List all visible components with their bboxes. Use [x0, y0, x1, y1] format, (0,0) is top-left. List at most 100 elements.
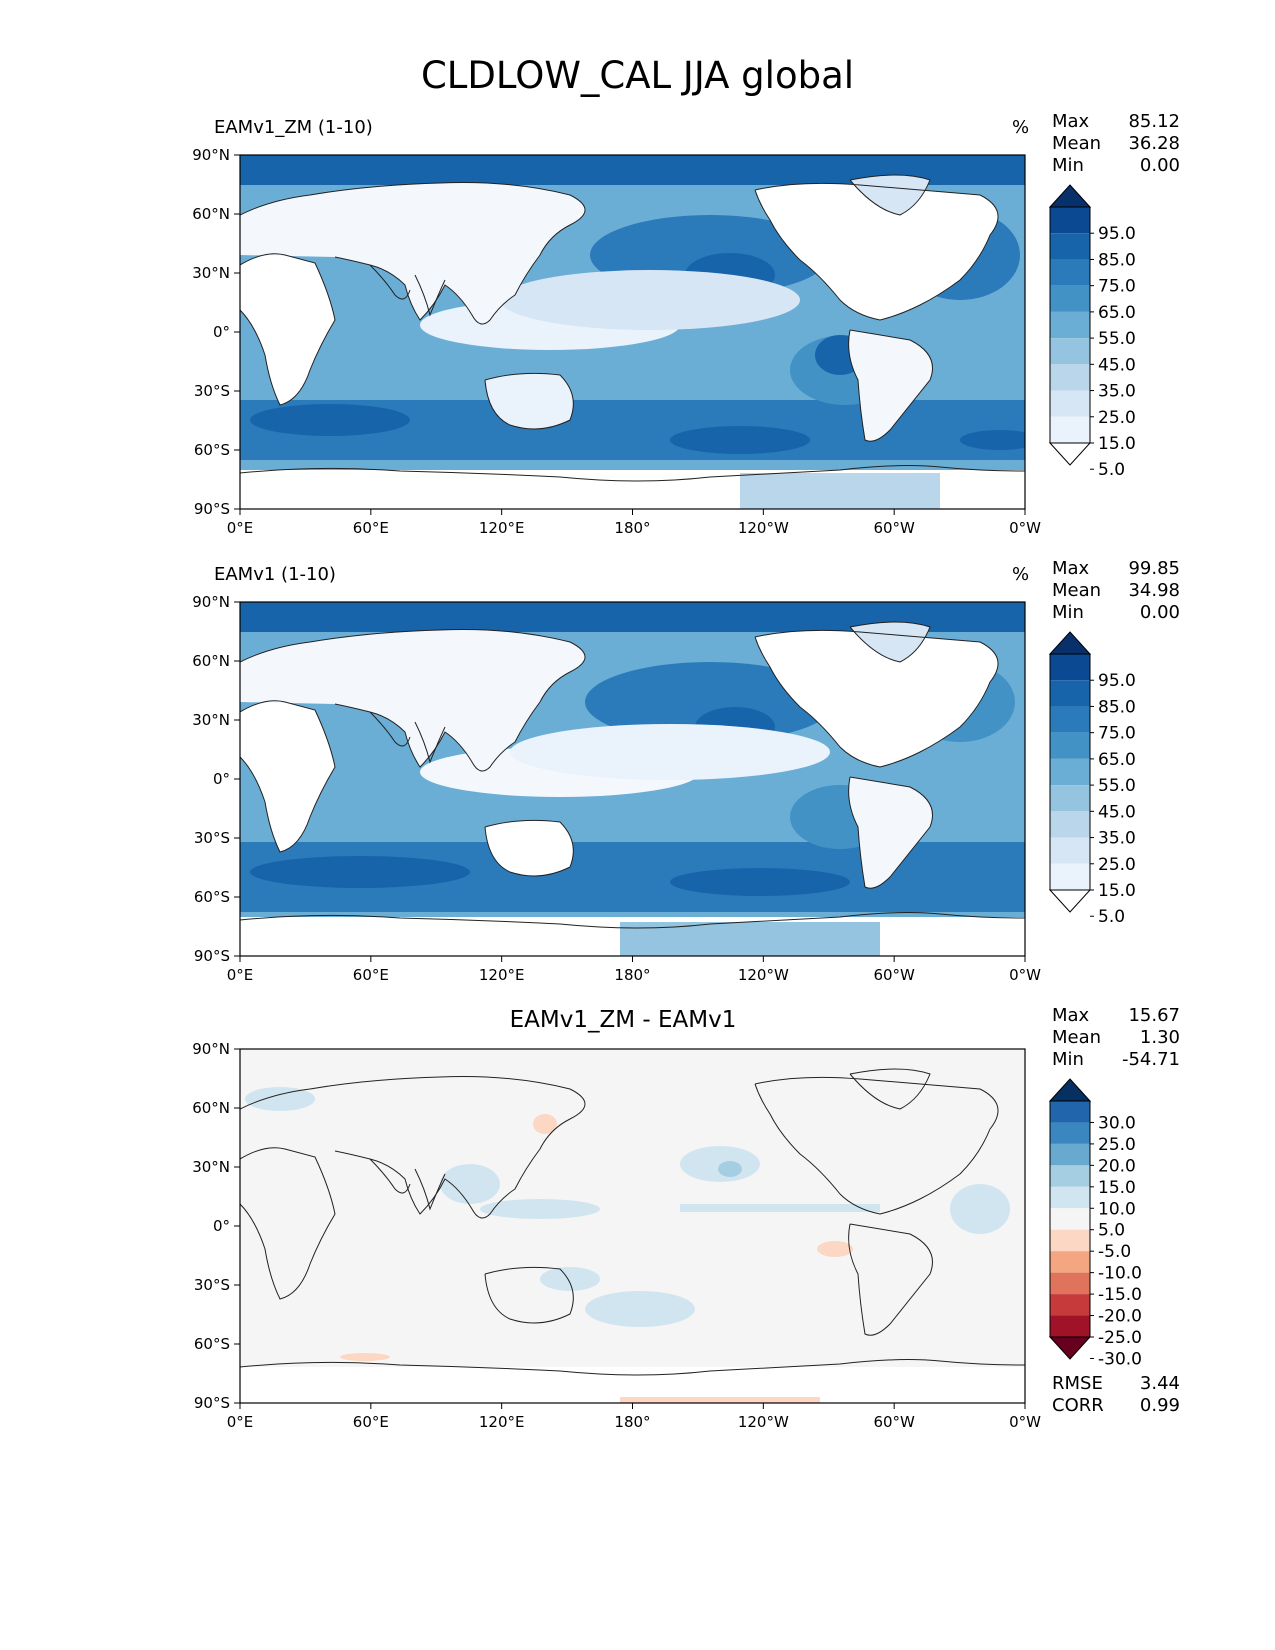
- colorbar-segment: [1050, 1229, 1090, 1252]
- units-label: %: [1012, 564, 1030, 585]
- colorbar-segment: [1050, 654, 1090, 681]
- colorbar-label: 15.0: [1098, 434, 1136, 454]
- x-tick-label: 60°E: [353, 519, 389, 537]
- colorbar-extend-min: [1048, 1336, 1092, 1360]
- colorbar-label: 75.0: [1098, 277, 1136, 297]
- y-tick-label: 30°N: [192, 711, 230, 729]
- x-tick-label: 180°: [614, 1413, 650, 1431]
- y-axis: 90°N 60°N 30°N 0° 30°S 60°S 90°S: [192, 146, 240, 518]
- colorbar-label: 25.0: [1098, 855, 1136, 875]
- y-tick-label: 90°S: [194, 1394, 230, 1412]
- colorbar-label: 35.0: [1098, 829, 1136, 849]
- x-tick-label: 0°W: [1009, 519, 1041, 537]
- stats-box: Max 85.12 Mean 36.28 Min 0.00: [1052, 111, 1180, 177]
- colorbar-segment: [1050, 732, 1090, 759]
- min-label: Min: [1052, 602, 1084, 623]
- min-label: Min: [1052, 155, 1084, 176]
- x-tick-label: 120°E: [479, 966, 525, 984]
- panel-1: EAMv1_ZM (1-10) % Max 85.12 Mean 36.28 Min…: [0, 111, 1275, 625]
- colorbar-extend-max: [1048, 1078, 1092, 1102]
- stats-box: Max 99.85 Mean 34.98 Min 0.00: [1052, 558, 1180, 624]
- colorbar-frame: [1049, 653, 1091, 891]
- colorbar-segment: [1050, 364, 1090, 391]
- y-tick-label: 30°S: [194, 829, 230, 847]
- stats-box: Max 15.67 Mean 1.30 Min -54.71: [1052, 1005, 1180, 1071]
- colorbar-label: 20.0: [1098, 1156, 1136, 1176]
- colorbar-label: 5.0: [1098, 460, 1125, 480]
- y-tick-label: 60°S: [194, 888, 230, 906]
- colorbar: 95.0 85.0 75.0 65.0 55.0 45.0 35.0 25.0 15.0 5.0: [1048, 631, 1136, 927]
- colorbar-frame: [1049, 206, 1091, 444]
- colorbar-segment: [1050, 1251, 1090, 1273]
- colorbar-label: 25.0: [1098, 408, 1136, 428]
- colorbar-segment: [1050, 811, 1090, 838]
- colorbar-segment: [1050, 706, 1090, 733]
- y-tick-label: 90°S: [194, 947, 230, 965]
- max-value: 99.85: [1128, 558, 1180, 579]
- colorbar-label: -25.0: [1098, 1328, 1142, 1348]
- y-tick-label: 30°N: [192, 1158, 230, 1176]
- max-value: 85.12: [1128, 111, 1180, 132]
- colorbar-segment: [1050, 233, 1090, 260]
- colorbar-segment: [1050, 338, 1090, 365]
- colorbar-segment: [1050, 863, 1090, 890]
- colorbar-label: 55.0: [1098, 329, 1136, 349]
- y-tick-label: 30°N: [192, 264, 230, 282]
- x-tick-label: 0°E: [227, 1413, 254, 1431]
- colorbar-segment: [1050, 1101, 1090, 1123]
- colorbar-segment: [1050, 1165, 1090, 1187]
- colorbar-label: 45.0: [1098, 355, 1136, 375]
- map-plot: 0°E 60°E 120°E 180° 120°W 60°W 0°W 90°N 60°N 30°…: [192, 1040, 1041, 1431]
- panel-title: EAMv1_ZM (1-10): [214, 117, 373, 138]
- mean-label: Mean: [1052, 133, 1102, 154]
- min-value: 0.00: [1139, 155, 1180, 176]
- colorbar-label: 15.0: [1098, 881, 1136, 901]
- panel-title: EAMv1_ZM - EAMv1: [509, 1007, 737, 1033]
- figure-title: CLDLOW_CAL JJA global: [420, 54, 855, 97]
- x-tick-label: 60°W: [873, 966, 915, 984]
- mean-value: 36.28: [1128, 133, 1180, 154]
- colorbar-label: 65.0: [1098, 750, 1136, 770]
- colorbar-label: -20.0: [1098, 1307, 1142, 1327]
- x-tick-label: 120°E: [479, 519, 525, 537]
- x-tick-label: 180°: [614, 519, 650, 537]
- colorbar-segment: [1050, 1315, 1090, 1337]
- rmse-value: 3.44: [1139, 1373, 1180, 1394]
- colorbar-segment: [1050, 1208, 1090, 1230]
- colorbar-label: 5.0: [1098, 1221, 1125, 1241]
- x-tick-label: 120°W: [738, 1413, 789, 1431]
- y-tick-label: 60°S: [194, 441, 230, 459]
- y-tick-label: 90°N: [192, 1040, 230, 1058]
- colorbar-segment: [1050, 837, 1090, 864]
- mean-label: Mean: [1052, 1027, 1102, 1048]
- colorbar-segment: [1050, 259, 1090, 286]
- max-label: Max: [1052, 558, 1090, 579]
- colorbar-segment: [1050, 785, 1090, 812]
- colorbar-label: -5.0: [1098, 1242, 1131, 1262]
- colorbar-label: -10.0: [1098, 1264, 1142, 1284]
- colorbar-label: -15.0: [1098, 1285, 1142, 1305]
- x-tick-label: 120°W: [738, 519, 789, 537]
- y-tick-label: 60°S: [194, 1335, 230, 1353]
- mean-value: 1.30: [1139, 1027, 1180, 1048]
- colorbar-segment: [1050, 1143, 1090, 1166]
- mean-label: Mean: [1052, 580, 1102, 601]
- colorbar: 30.025.020.015.010.05.0-5.0-10.0-15.0-20…: [1048, 1078, 1142, 1369]
- y-axis: 90°N 60°N 30°N 0° 30°S 60°S 90°S: [192, 1040, 240, 1412]
- x-tick-label: 0°E: [227, 519, 254, 537]
- x-tick-label: 60°E: [353, 1413, 389, 1431]
- colorbar-label: 95.0: [1098, 224, 1136, 244]
- colorbar-extend-min: [1048, 442, 1092, 466]
- colorbar-segment: [1050, 1272, 1090, 1295]
- colorbar-label: 10.0: [1098, 1199, 1136, 1219]
- colorbar: 95.0 85.0 75.0 65.0 55.0 45.0 35.0 25.0 15.0 5.0: [1048, 184, 1136, 480]
- y-tick-label: 60°N: [192, 1099, 230, 1117]
- colorbar-segment: [1050, 680, 1090, 707]
- x-tick-label: 60°W: [873, 1413, 915, 1431]
- colorbar-segment: [1050, 758, 1090, 786]
- y-tick-label: 90°S: [194, 500, 230, 518]
- x-tick-label: 0°W: [1009, 1413, 1041, 1431]
- x-axis: 0°E 60°E 120°E 180° 120°W 60°W 0°W: [227, 956, 1041, 984]
- map-plot: 0°E 60°E 120°E 180° 120°W 60°W 0°W 90°N 60°N 30°…: [192, 146, 1041, 537]
- colorbar-label: 25.0: [1098, 1135, 1136, 1155]
